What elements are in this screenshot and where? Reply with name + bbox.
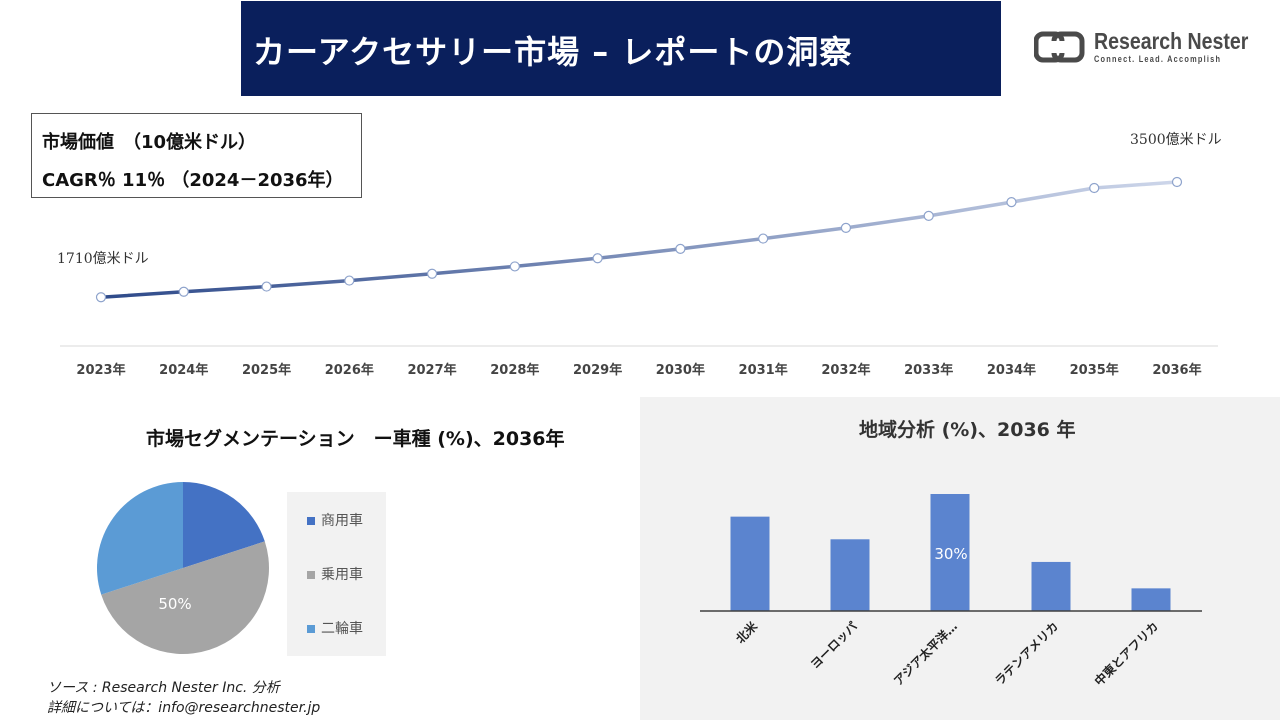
market-size-line-chart: 2023年 2024年 2025年 2026年 2027年 2028年 2029年 2030年…: [57, 132, 1222, 378]
market-size-series-line: [100, 180, 1178, 300]
logo-name: Research Nester: [1094, 28, 1249, 54]
line-data-point: [1171, 176, 1183, 188]
x-tick-label: 2027年: [407, 362, 456, 378]
company-logo: Research Nester Connect. Lead. Accomplis…: [1034, 28, 1254, 68]
legend-label: 商用車: [321, 513, 363, 529]
line-data-point: [261, 281, 272, 292]
legend-swatch: [307, 625, 315, 633]
legend-swatch: [307, 517, 315, 525]
end-value-label: 3500億米ドル: [1130, 132, 1222, 148]
vehicle-type-pie-chart: 50%: [96, 482, 270, 655]
x-tick-label: 2034年: [987, 362, 1036, 378]
x-tick-label: 2025年: [242, 362, 291, 378]
region-category-label: ヨーロッパ: [808, 619, 860, 671]
x-tick-label: 2033年: [904, 362, 953, 378]
line-data-point: [509, 261, 520, 272]
contact-text: 詳細については：info@researchnester.jp: [47, 700, 321, 716]
line-data-point: [592, 253, 603, 264]
region-bar: [930, 494, 970, 611]
x-tick-label: 2026年: [325, 362, 374, 378]
pie-legend: 商用車 乗用車 二輪車: [287, 492, 386, 656]
x-tick-label: 2030年: [656, 362, 705, 378]
legend-item-passenger: 乗用車: [307, 564, 363, 584]
page-title: カーアクセサリー市場 – レポートの洞察: [253, 33, 853, 71]
market-value-label: 市場価値 （10億米ドル）: [42, 132, 257, 153]
region-analysis-panel: 地域分析 (%)、2036 年 北米 ヨーロッパ アジア太平洋… ラテンアメリカ 中東と…: [640, 397, 1280, 720]
logo-tagline: Connect. Lead. Accomplish: [1094, 54, 1222, 64]
line-data-point: [95, 292, 107, 303]
x-tick-label: 2035年: [1070, 362, 1119, 378]
line-data-point: [923, 210, 934, 221]
title-banner: カーアクセサリー市場 – レポートの洞察: [241, 1, 1001, 96]
pie-slice-2: [101, 541, 270, 655]
cagr-label: CAGR％ 11％ （2024－2036年）: [42, 170, 344, 191]
line-data-point: [1089, 182, 1100, 194]
region-bar: [730, 516, 770, 611]
legend-swatch: [307, 571, 315, 579]
pie-slice-3: [96, 482, 183, 595]
logo-mark-icon: [1034, 31, 1085, 63]
x-tick-label: 2023年: [76, 362, 125, 378]
region-bar: [830, 539, 870, 611]
pie-slice-1: [183, 482, 265, 568]
line-data-point: [178, 286, 189, 297]
region-category-label: アジア太平洋…: [890, 619, 960, 689]
pie-chart-title: 市場セグメンテーション ー車種 (%)、2036年: [146, 428, 565, 450]
x-tick-label: 2031年: [739, 362, 788, 378]
line-data-point: [758, 233, 769, 244]
region-bar-chart: 北米 ヨーロッパ アジア太平洋… ラテンアメリカ 中東とアフリカ 30%: [700, 494, 1202, 689]
x-tick-label: 2036年: [1152, 362, 1201, 378]
x-tick-label: 2029年: [573, 362, 622, 378]
region-category-label: ラテンアメリカ: [992, 619, 1061, 688]
source-text: ソース : Research Nester Inc. 分析: [47, 680, 280, 696]
legend-item-commercial: 商用車: [307, 510, 363, 530]
legend-item-two-wheeler: 二輪車: [307, 618, 363, 638]
line-data-point: [1006, 197, 1017, 208]
region-category-label: 中東とアフリカ: [1091, 619, 1161, 689]
region-bar: [1131, 588, 1171, 611]
bar-chart-title: 地域分析 (%)、2036 年: [859, 419, 1076, 441]
bar-data-label: 30%: [934, 545, 967, 563]
legend-label: 二輪車: [321, 621, 363, 637]
line-data-point: [344, 275, 355, 286]
legend-label: 乗用車: [321, 567, 363, 583]
pie-data-label: 50%: [158, 595, 191, 613]
line-data-point: [675, 243, 686, 254]
line-data-point: [426, 268, 438, 279]
region-category-label: 北米: [733, 618, 761, 646]
market-info-box: 市場価値 （10億米ドル） CAGR％ 11％ （2024－2036年）: [31, 113, 362, 198]
line-data-point: [840, 222, 852, 233]
start-value-label: 1710億米ドル: [57, 251, 149, 267]
x-tick-label: 2024年: [159, 362, 208, 378]
region-bar: [1031, 561, 1071, 611]
x-tick-label: 2028年: [490, 362, 539, 378]
x-tick-label: 2032年: [821, 362, 870, 378]
